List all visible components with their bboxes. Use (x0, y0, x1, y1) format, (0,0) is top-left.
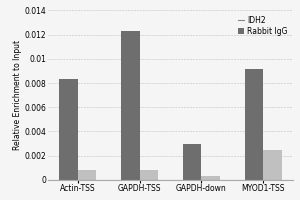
Bar (183, 144, 202, 180)
Bar (202, 176, 220, 180)
Bar (245, 69, 263, 180)
Legend: IDH2, Rabbit IgG: IDH2, Rabbit IgG (236, 14, 289, 37)
Bar (78, 170, 96, 180)
Bar (140, 170, 158, 180)
Y-axis label: Relative Enrichment to Input: Relative Enrichment to Input (13, 40, 22, 150)
Bar (59, 79, 78, 180)
Bar (121, 31, 140, 180)
Bar (263, 150, 282, 180)
